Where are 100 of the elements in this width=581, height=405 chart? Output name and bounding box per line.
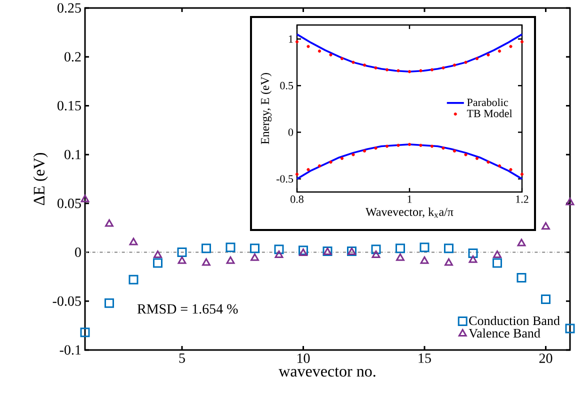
point [408, 142, 412, 146]
point [374, 66, 378, 70]
point [464, 60, 468, 64]
x-tick-label: 20 [539, 354, 552, 363]
point [352, 60, 355, 64]
point [468, 255, 478, 263]
point [396, 244, 406, 254]
y-tick-label: 0 [288, 128, 294, 136]
point [153, 258, 162, 268]
point [396, 144, 400, 147]
x-tick-label: 1.2 [516, 196, 528, 203]
point [419, 144, 422, 147]
point [80, 328, 90, 338]
point [298, 246, 308, 256]
point [492, 258, 502, 268]
point [295, 40, 299, 44]
point [340, 156, 344, 160]
point [177, 248, 187, 258]
point [486, 160, 490, 164]
point [374, 146, 378, 150]
point [352, 153, 355, 156]
point [318, 50, 322, 53]
x-tick-label: 10 [297, 354, 310, 363]
point [498, 164, 502, 168]
y-tick-label: 0.05 [58, 198, 81, 208]
point [520, 172, 524, 176]
x-tick-label: 1 [408, 196, 412, 203]
point [509, 44, 512, 48]
point [299, 248, 308, 256]
x-axis-title: Wavevector, k$_{x}$a/π [366, 208, 454, 218]
point [565, 324, 575, 334]
point [566, 198, 574, 206]
y-tick-label: 0.25 [58, 3, 81, 13]
point [226, 256, 235, 264]
point [475, 57, 479, 60]
y-tick-label: -0.5 [276, 175, 294, 183]
point [318, 164, 322, 168]
point [226, 242, 236, 252]
y-tick-label: 0.2 [64, 52, 81, 62]
y-axis-title: ΔE (eV) [33, 153, 48, 206]
point [396, 253, 404, 261]
point [329, 160, 332, 164]
point [385, 68, 389, 72]
point [408, 70, 412, 74]
y-tick-label: -0.05 [52, 296, 81, 306]
point [202, 244, 211, 254]
point [498, 50, 502, 53]
point [517, 238, 526, 246]
point [468, 248, 478, 258]
point [419, 69, 422, 72]
point [371, 244, 381, 254]
point [442, 66, 445, 70]
point [105, 219, 114, 227]
y-tick-label: 1 [288, 35, 293, 43]
x-tick-label: 0.8 [290, 196, 304, 203]
legend-label: Valence Band [468, 328, 540, 338]
y-tick-label: 0.15 [58, 100, 81, 110]
point [542, 222, 550, 230]
point [154, 250, 162, 258]
legend-label: TB Model [467, 109, 512, 118]
y-axis-title: Energy, E (eV) [260, 73, 272, 144]
y-tick-label: -0.1 [60, 345, 81, 355]
point [178, 256, 186, 264]
point [464, 153, 468, 156]
point [444, 258, 453, 266]
point [452, 64, 456, 67]
line-series [296, 33, 523, 73]
point [430, 144, 434, 148]
point [250, 244, 260, 254]
point [306, 168, 310, 172]
point [452, 149, 456, 152]
point [541, 294, 551, 304]
legend-label: Parabolic [467, 98, 508, 106]
point [362, 64, 366, 67]
point [104, 298, 114, 308]
point [385, 144, 389, 148]
point [442, 146, 445, 150]
point [295, 172, 299, 176]
x-tick-label: 15 [418, 354, 431, 363]
point [129, 238, 138, 246]
x-tick-label: 5 [179, 354, 185, 363]
y-tick-label: 0.5 [280, 82, 294, 90]
point [80, 194, 90, 202]
point [493, 250, 502, 258]
point [486, 53, 490, 56]
point [128, 274, 138, 284]
point [274, 244, 284, 254]
point [250, 253, 259, 261]
point [516, 272, 526, 282]
point [202, 258, 210, 266]
point [306, 44, 310, 48]
point [329, 53, 332, 56]
point [420, 242, 430, 252]
y-tick-label: 0 [75, 248, 81, 258]
point [420, 256, 429, 264]
point [430, 68, 434, 72]
point [274, 250, 284, 258]
point [362, 149, 366, 152]
y-tick-label: 0.1 [64, 150, 81, 160]
x-axis-title: wavevector no. [278, 367, 376, 377]
